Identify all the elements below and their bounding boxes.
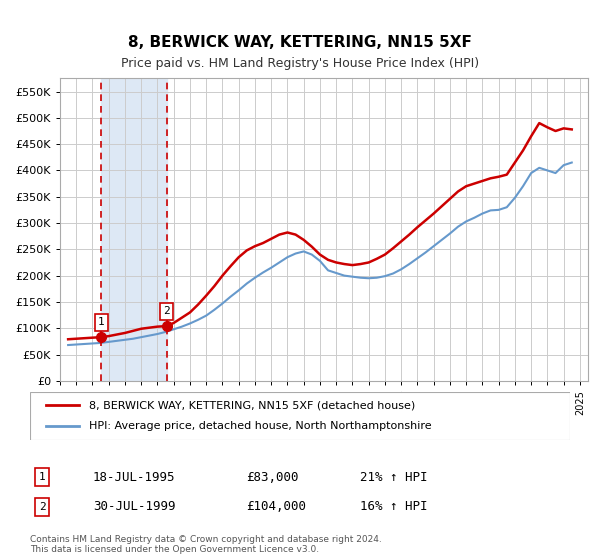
Text: HPI: Average price, detached house, North Northamptonshire: HPI: Average price, detached house, Nort…	[89, 421, 432, 431]
Text: £83,000: £83,000	[246, 470, 299, 484]
Text: 16% ↑ HPI: 16% ↑ HPI	[360, 500, 427, 514]
Text: Price paid vs. HM Land Registry's House Price Index (HPI): Price paid vs. HM Land Registry's House …	[121, 57, 479, 70]
Text: 18-JUL-1995: 18-JUL-1995	[93, 470, 176, 484]
FancyBboxPatch shape	[30, 392, 570, 440]
Text: 1: 1	[98, 318, 104, 328]
Text: Contains HM Land Registry data © Crown copyright and database right 2024.: Contains HM Land Registry data © Crown c…	[30, 535, 382, 544]
Text: 2: 2	[38, 502, 46, 512]
Text: 1: 1	[38, 472, 46, 482]
Text: 2: 2	[163, 306, 170, 316]
Text: 30-JUL-1999: 30-JUL-1999	[93, 500, 176, 514]
Text: This data is licensed under the Open Government Licence v3.0.: This data is licensed under the Open Gov…	[30, 545, 319, 554]
Text: 21% ↑ HPI: 21% ↑ HPI	[360, 470, 427, 484]
Text: £104,000: £104,000	[246, 500, 306, 514]
Text: 8, BERWICK WAY, KETTERING, NN15 5XF (detached house): 8, BERWICK WAY, KETTERING, NN15 5XF (det…	[89, 400, 416, 410]
Bar	[101, 78, 167, 381]
Text: 8, BERWICK WAY, KETTERING, NN15 5XF: 8, BERWICK WAY, KETTERING, NN15 5XF	[128, 35, 472, 50]
